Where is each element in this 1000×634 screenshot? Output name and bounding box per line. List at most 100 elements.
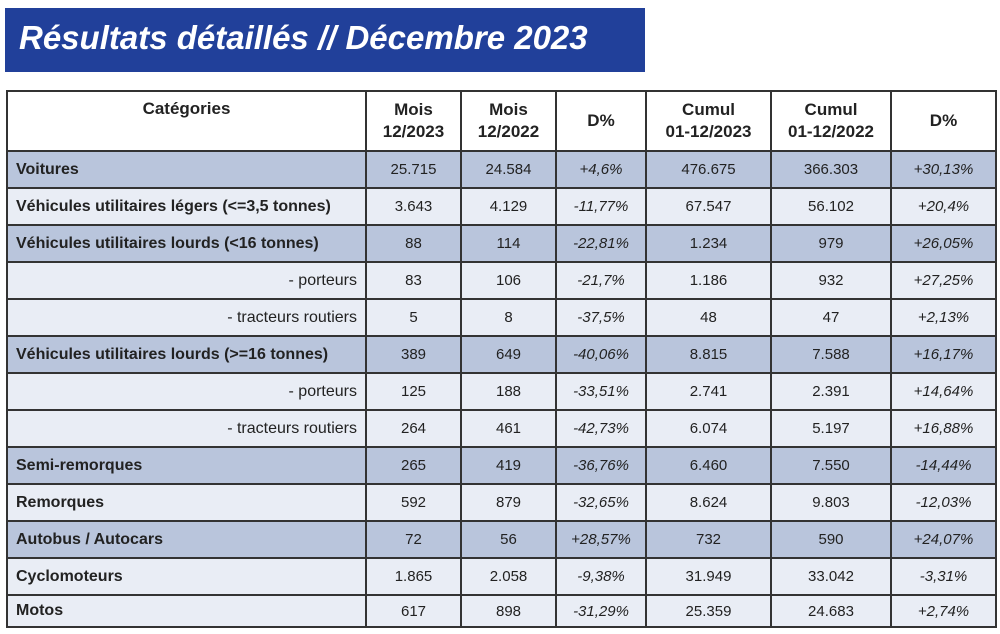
cumul-2022-cell: 979	[770, 224, 892, 263]
d-pct-mois-cell: -42,73%	[555, 409, 647, 448]
cumul-2023-cell: 1.234	[645, 224, 772, 263]
table-row: Véhicules utilitaires légers (<=3,5 tonn…	[6, 187, 997, 226]
cumul-2023-cell: 8.624	[645, 483, 772, 522]
cumul-2022-cell: 47	[770, 298, 892, 337]
cumul-2022-cell: 56.102	[770, 187, 892, 226]
table-row: Remorques 592 879 -32,65% 8.624 9.803 -12,03%	[6, 483, 997, 522]
category-cell: Semi-remorques	[6, 446, 367, 485]
cumul-2023-cell: 48	[645, 298, 772, 337]
table-row: Semi-remorques 265 419 -36,76% 6.460 7.550 -14…	[6, 446, 997, 485]
cumul-2023-cell: 6.074	[645, 409, 772, 448]
cumul-2023-cell: 67.547	[645, 187, 772, 226]
cumul-2023-cell: 25.359	[645, 594, 772, 628]
d-pct-mois-cell: -40,06%	[555, 335, 647, 374]
cumul-2022-cell: 9.803	[770, 483, 892, 522]
table-row: Autobus / Autocars 72 56 +28,57% 732 590 +24,0…	[6, 520, 997, 559]
d-pct-cumul-cell: +16,17%	[890, 335, 997, 374]
mois-2023-cell: 592	[365, 483, 462, 522]
mois-2022-cell: 8	[460, 298, 557, 337]
d-pct-mois-cell: -9,38%	[555, 557, 647, 596]
d-pct-mois-cell: -31,29%	[555, 594, 647, 628]
cumul-2022-cell: 590	[770, 520, 892, 559]
cumul-2022-cell: 24.683	[770, 594, 892, 628]
header-cumul-2023: Cumul 01-12/2023	[645, 90, 772, 152]
mois-2022-cell: 2.058	[460, 557, 557, 596]
d-pct-mois-cell: +4,6%	[555, 150, 647, 189]
header-d-pct-mois: D%	[555, 90, 647, 152]
mois-2022-cell: 4.129	[460, 187, 557, 226]
results-table: Catégories Mois 12/2023 Mois 12/2022 D% Cumu…	[6, 90, 997, 628]
header-categories: Catégories	[6, 90, 367, 152]
cumul-2022-cell: 5.197	[770, 409, 892, 448]
d-pct-mois-cell: -11,77%	[555, 187, 647, 226]
cumul-2023-cell: 8.815	[645, 335, 772, 374]
d-pct-cumul-cell: +24,07%	[890, 520, 997, 559]
page-title: Résultats détaillés // Décembre 2023	[5, 8, 645, 72]
category-cell: Cyclomoteurs	[6, 557, 367, 596]
category-cell: Véhicules utilitaires légers (<=3,5 tonn…	[6, 187, 367, 226]
mois-2023-cell: 5	[365, 298, 462, 337]
d-pct-mois-cell: -36,76%	[555, 446, 647, 485]
cumul-2022-cell: 7.550	[770, 446, 892, 485]
table-row: Cyclomoteurs 1.865 2.058 -9,38% 31.949 33.042…	[6, 557, 997, 596]
category-cell: - porteurs	[6, 372, 367, 411]
category-cell: Véhicules utilitaires lourds (<16 tonnes…	[6, 224, 367, 263]
d-pct-cumul-cell: +26,05%	[890, 224, 997, 263]
cumul-2023-cell: 2.741	[645, 372, 772, 411]
table-row: Voitures 25.715 24.584 +4,6% 476.675 366.303 +…	[6, 150, 997, 189]
d-pct-cumul-cell: +2,13%	[890, 298, 997, 337]
header-mois-2022: Mois 12/2022	[460, 90, 557, 152]
mois-2022-cell: 649	[460, 335, 557, 374]
category-cell: - tracteurs routiers	[6, 409, 367, 448]
cumul-2023-cell: 732	[645, 520, 772, 559]
category-cell: Autobus / Autocars	[6, 520, 367, 559]
d-pct-cumul-cell: +16,88%	[890, 409, 997, 448]
category-cell: Remorques	[6, 483, 367, 522]
d-pct-cumul-cell: -12,03%	[890, 483, 997, 522]
mois-2022-cell: 461	[460, 409, 557, 448]
d-pct-mois-cell: -32,65%	[555, 483, 647, 522]
mois-2023-cell: 264	[365, 409, 462, 448]
d-pct-cumul-cell: -14,44%	[890, 446, 997, 485]
mois-2022-cell: 188	[460, 372, 557, 411]
table-row: - tracteurs routiers 5 8 -37,5% 48 47 +2,13%	[6, 298, 997, 337]
mois-2022-cell: 898	[460, 594, 557, 628]
d-pct-cumul-cell: +27,25%	[890, 261, 997, 300]
mois-2022-cell: 56	[460, 520, 557, 559]
d-pct-cumul-cell: +14,64%	[890, 372, 997, 411]
d-pct-cumul-cell: +30,13%	[890, 150, 997, 189]
d-pct-mois-cell: -37,5%	[555, 298, 647, 337]
d-pct-mois-cell: -22,81%	[555, 224, 647, 263]
cumul-2023-cell: 6.460	[645, 446, 772, 485]
d-pct-mois-cell: +28,57%	[555, 520, 647, 559]
mois-2022-cell: 24.584	[460, 150, 557, 189]
table-row: Motos 617 898 -31,29% 25.359 24.683 +2,74%	[6, 594, 997, 628]
category-cell: Véhicules utilitaires lourds (>=16 tonne…	[6, 335, 367, 374]
mois-2023-cell: 3.643	[365, 187, 462, 226]
category-cell: Voitures	[6, 150, 367, 189]
table-row: Véhicules utilitaires lourds (<16 tonnes…	[6, 224, 997, 263]
mois-2023-cell: 88	[365, 224, 462, 263]
header-mois-2023: Mois 12/2023	[365, 90, 462, 152]
header-cumul-2022: Cumul 01-12/2022	[770, 90, 892, 152]
category-cell: - porteurs	[6, 261, 367, 300]
table-row: - tracteurs routiers 264 461 -42,73% 6.074 5.…	[6, 409, 997, 448]
d-pct-mois-cell: -33,51%	[555, 372, 647, 411]
mois-2023-cell: 617	[365, 594, 462, 628]
mois-2022-cell: 106	[460, 261, 557, 300]
d-pct-mois-cell: -21,7%	[555, 261, 647, 300]
mois-2023-cell: 265	[365, 446, 462, 485]
mois-2023-cell: 1.865	[365, 557, 462, 596]
category-cell: Motos	[6, 594, 367, 628]
mois-2023-cell: 25.715	[365, 150, 462, 189]
category-cell: - tracteurs routiers	[6, 298, 367, 337]
mois-2022-cell: 114	[460, 224, 557, 263]
cumul-2022-cell: 7.588	[770, 335, 892, 374]
table-row: - porteurs 83 106 -21,7% 1.186 932 +27,25%	[6, 261, 997, 300]
mois-2023-cell: 83	[365, 261, 462, 300]
d-pct-cumul-cell: +20,4%	[890, 187, 997, 226]
mois-2023-cell: 389	[365, 335, 462, 374]
cumul-2022-cell: 2.391	[770, 372, 892, 411]
cumul-2023-cell: 476.675	[645, 150, 772, 189]
cumul-2022-cell: 932	[770, 261, 892, 300]
